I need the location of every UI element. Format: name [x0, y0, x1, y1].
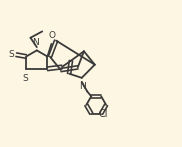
- Text: O: O: [49, 31, 56, 40]
- Text: N: N: [33, 38, 39, 47]
- Text: Cl: Cl: [99, 109, 108, 119]
- Text: S: S: [22, 74, 28, 83]
- Text: S: S: [8, 50, 14, 59]
- Text: N: N: [79, 82, 86, 91]
